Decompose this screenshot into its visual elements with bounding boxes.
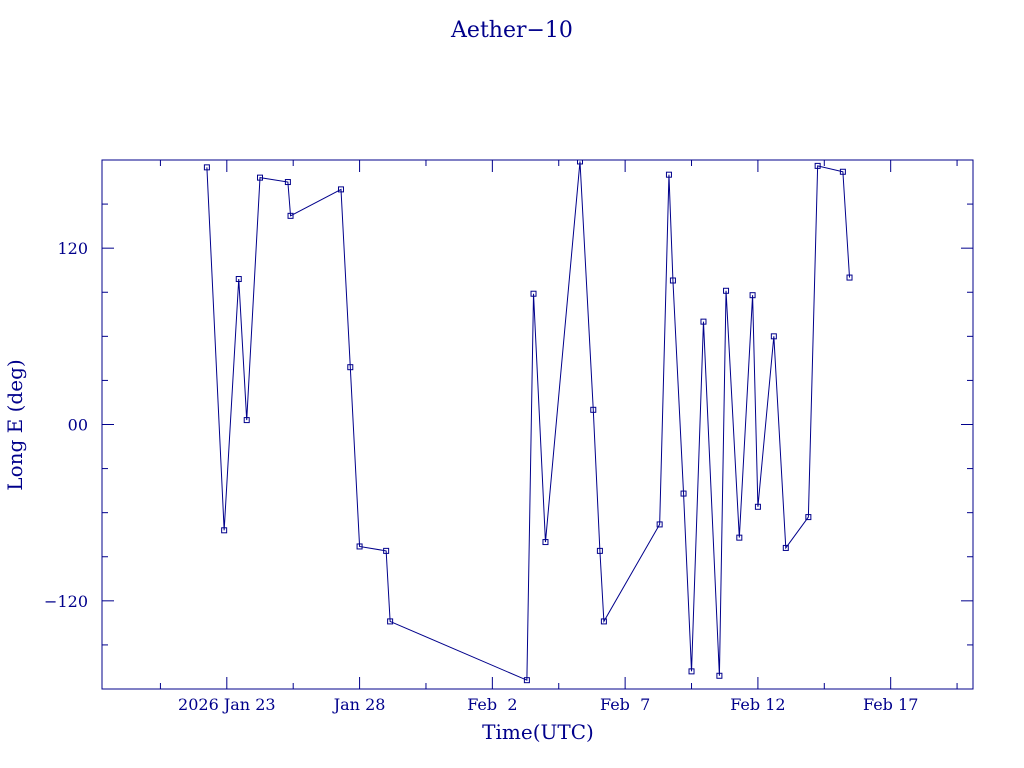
data-point: [203, 164, 210, 171]
data-point: [576, 160, 583, 165]
x-tick-label: Feb 7: [600, 695, 650, 714]
data-point: [221, 527, 228, 534]
data-point: [287, 212, 294, 219]
data-point: [754, 503, 761, 510]
data-point: [723, 287, 730, 294]
data-point: [736, 534, 743, 541]
y-axis-label: Long E (deg): [3, 359, 27, 490]
tick-labels: 2026 Jan 23 Jan 28 Feb 2 Feb 7 Feb 12 Feb 17 1…: [44, 239, 918, 714]
data-point: [669, 277, 676, 284]
data-point: [782, 544, 789, 551]
data-point: [846, 274, 853, 281]
data-point: [680, 490, 687, 497]
data-point: [356, 543, 363, 550]
plot-frame: [101, 159, 974, 690]
data-point: [600, 618, 607, 625]
x-tick-label: Feb 17: [863, 695, 918, 714]
y-tick-label: 120: [57, 239, 88, 258]
data-point: [387, 618, 394, 625]
y-tick-label: −120: [44, 592, 88, 611]
data-point: [839, 168, 846, 175]
x-tick-label: Feb 12: [730, 695, 785, 714]
x-tick-label: Jan 28: [332, 695, 386, 714]
y-tick-label: 00: [68, 416, 88, 435]
data-point: [383, 547, 390, 554]
data-point: [530, 290, 537, 297]
series-line: [206, 161, 851, 681]
data-point: [257, 174, 263, 181]
data-point: [700, 318, 707, 325]
data-point: [749, 292, 756, 299]
x-axis-label: Time(UTC): [482, 720, 594, 744]
data-point: [235, 276, 242, 283]
x-tick-label: 2026 Jan 23: [178, 695, 276, 714]
data-point: [590, 406, 597, 413]
data-point: [805, 514, 812, 521]
series-group: [203, 160, 853, 684]
x-tick-label: Feb 2: [467, 695, 517, 714]
data-point: [665, 171, 672, 178]
data-point: [596, 547, 603, 554]
data-point: [284, 179, 291, 186]
chart-title: Aether−10: [450, 18, 573, 43]
data-point: [716, 672, 723, 679]
data-point: [523, 677, 530, 684]
data-point: [337, 186, 344, 193]
data-point: [656, 521, 663, 528]
data-point: [243, 417, 250, 424]
data-point: [770, 333, 777, 340]
data-point: [688, 668, 695, 675]
data-point: [814, 162, 821, 169]
data-point: [347, 364, 354, 371]
plot-area: [101, 159, 974, 690]
data-point: [542, 539, 549, 546]
axis-ticks: [102, 160, 973, 689]
